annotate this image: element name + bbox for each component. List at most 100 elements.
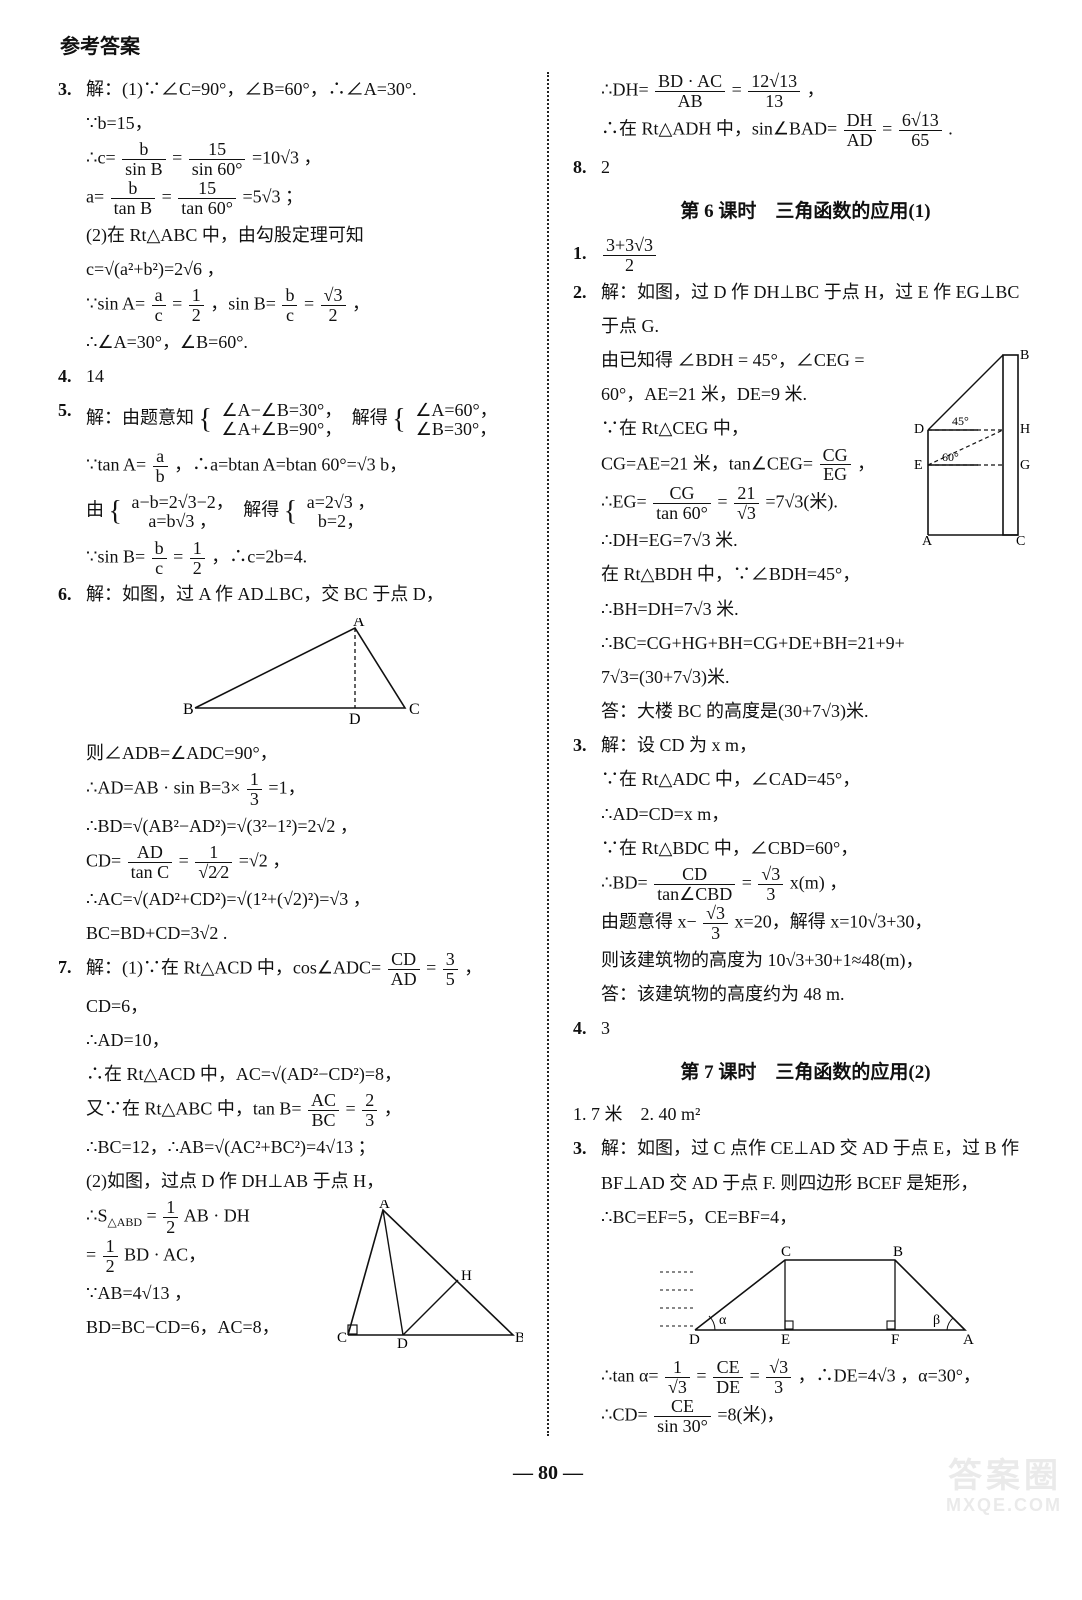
fraction: 15tan 60° [178,179,236,218]
problem-body: 解：(1)∵在 Rt△ACD 中，cos∠ADC= CDAD = 35 ， CD… [86,950,523,1355]
text: 解得 [243,500,279,520]
text: =10√3 ， [252,148,322,168]
line: 则该建筑物的高度为 10√3+30+1≈48(m)， [601,943,1038,977]
line: ∴BD= CDtan∠CBD = √33 x(m) ， [601,865,1038,904]
problem-body: 解：由题意知 { ∠A−∠B=30°，∠A+∠B=90°， 解得 { ∠A=60… [86,393,523,577]
text: 又∵在 Rt△ABC 中，tan B= [86,1099,302,1119]
q6-3: 3. 解：设 CD 为 x m， ∵在 Rt△ADC 中，∠CAD=45°， ∴… [573,728,1038,1011]
line: ∴BD=√(AB²−AD²)=√(3²−1²)=2√2 ， [86,809,523,843]
svg-text:60°: 60° [942,450,959,464]
svg-text:C: C [337,1330,347,1346]
system: ∠A−∠B=30°，∠A+∠B=90°， [218,401,345,439]
fraction: 12 [190,539,205,578]
line: ∵在 Rt△ADC 中，∠CAD=45°， [601,762,1038,796]
text: ， [384,1099,402,1119]
watermark-text: 答案圈 [948,1457,1062,1495]
line: 解：(1)∵∠C=90°，∠B=60°，∴∠A=30°. [86,72,523,106]
column-divider [547,72,549,1436]
text: 由题意得 x− [601,911,697,931]
section-6-title: 第 6 课时 三角函数的应用(1) [573,194,1038,230]
text: = [750,1365,760,1385]
line: 7√3=(30+7√3)米. [601,660,1038,694]
q7-3: 3. 解：如图，过 C 点作 CE⊥AD 交 AD 于点 E，过 B 作 BF⊥… [573,1131,1038,1435]
svg-text:E: E [914,458,923,473]
text: = [717,492,727,512]
fraction: CDAD [388,950,420,989]
fraction: ab [153,447,168,486]
problem-body: 解：设 CD 为 x m， ∵在 Rt△ADC 中，∠CAD=45°， ∴AD=… [601,728,1038,1011]
text: = [304,294,314,314]
text: BD · AC， [124,1245,206,1265]
problem-number: 3. [573,1131,601,1435]
text: 解：(1)∵在 Rt△ACD 中，cos∠ADC= [86,957,381,977]
svg-text:B: B [183,701,194,718]
problem-body: 解：如图，过 A 作 AD⊥BC，交 BC 于点 D， A B C D 则∠AD… [86,577,523,950]
text: ∴EG= [601,492,647,512]
line: BF⊥AD 交 AD 于点 F. 则四边形 BCEF 是矩形， [601,1166,1038,1200]
page-header: 参考答案 [60,28,1038,66]
fraction: 12√1313 [748,72,800,111]
text: x=20，解得 x=10√3+30， [735,911,933,931]
text: = [147,1206,157,1226]
right-column: ∴DH= BD · ACAB = 12√1313 ， ∴在 Rt△ADH 中，s… [573,72,1038,1436]
text: ，∴DE=4√3 ，α=30°， [798,1365,981,1385]
line: CD= ADtan C = 1√2⁄2 =√2 ， [86,843,523,882]
text: = [172,294,182,314]
text: ∴c= [86,148,116,168]
fraction: ADtan C [128,843,173,882]
text: = [732,80,742,100]
text: = [162,187,172,207]
text: ∴CD= [601,1404,648,1424]
fraction: 23 [362,1091,377,1130]
problem-body: 解：(1)∵∠C=90°，∠B=60°，∴∠A=30°. ∵b=15， ∴c= … [86,72,523,359]
text: a= [86,187,104,207]
page-number: — 80 — [58,1454,1038,1492]
fraction: √33 [703,904,728,943]
text: 由 [86,500,104,520]
problem-number: 1. [573,236,601,275]
svg-text:E: E [781,1332,790,1348]
line: 答：该建筑物的高度约为 48 m. [601,977,1038,1011]
system: ∠A=60°，∠B=30°， [412,401,501,439]
problem-number: 6. [58,577,86,950]
problem-7-cont: ∴DH= BD · ACAB = 12√1313 ， ∴在 Rt△ADH 中，s… [573,72,1038,150]
line: ∴DH= BD · ACAB = 12√1313 ， [601,72,1038,111]
text: =5√3 ； [243,187,304,207]
problem-number: 7. [58,950,86,1355]
fraction: √33 [758,865,783,904]
svg-text:D: D [349,711,361,728]
building-figure: A C B D E G H 45° 60° [908,345,1038,545]
text: =8(米)， [717,1404,784,1424]
line: 答：大楼 BC 的高度是(30+7√3)米. [601,694,1038,728]
problem-7: 7. 解：(1)∵在 Rt△ACD 中，cos∠ADC= CDAD = 35 ，… [58,950,523,1355]
fraction: 35 [443,950,458,989]
problem-body: 3+3√32 [601,236,1038,275]
fraction: √32 [321,286,346,325]
content-columns: 3. 解：(1)∵∠C=90°，∠B=60°，∴∠A=30°. ∵b=15， ∴… [58,72,1038,1436]
fraction: ac [152,286,166,325]
text: ，∴a=btan A=btan 60°=√3 b， [174,454,407,474]
svg-text:B: B [515,1330,523,1346]
line: ∴AD=10， [86,1023,523,1057]
line: ∴在 Rt△ACD 中，AC=√(AD²−CD²)=8， [86,1057,523,1091]
text: = [179,850,189,870]
line: ∴BC=12，∴AB=√(AC²+BC²)=4√13 ； [86,1130,523,1164]
line: 解：如图，过 C 点作 CE⊥AD 交 AD 于点 E，过 B 作 [601,1131,1038,1165]
problem-number: 2. [573,275,601,729]
line: ∴∠A=30°，∠B=60°. [86,325,523,359]
text: = [696,1365,706,1385]
svg-text:C: C [1016,534,1025,545]
svg-text:β: β [933,1313,940,1328]
fraction: CDtan∠CBD [654,865,735,904]
svg-text:B: B [1020,348,1029,363]
text: = [882,118,892,138]
line: 由题意得 x− √33 x=20，解得 x=10√3+30， [601,904,1038,943]
problem-number: 5. [58,393,86,577]
fraction: CEsin 30° [654,1397,711,1436]
fraction: 6√1365 [899,111,942,150]
text: ∴DH= [601,80,649,100]
line: ∴BC=CG+HG+BH=CG+DE+BH=21+9+ [601,626,1038,660]
line: 解：由题意知 { ∠A−∠B=30°，∠A+∠B=90°， 解得 { ∠A=60… [86,393,523,446]
text: 解：由题意知 [86,408,199,428]
subscript: △ABD [107,1216,142,1230]
